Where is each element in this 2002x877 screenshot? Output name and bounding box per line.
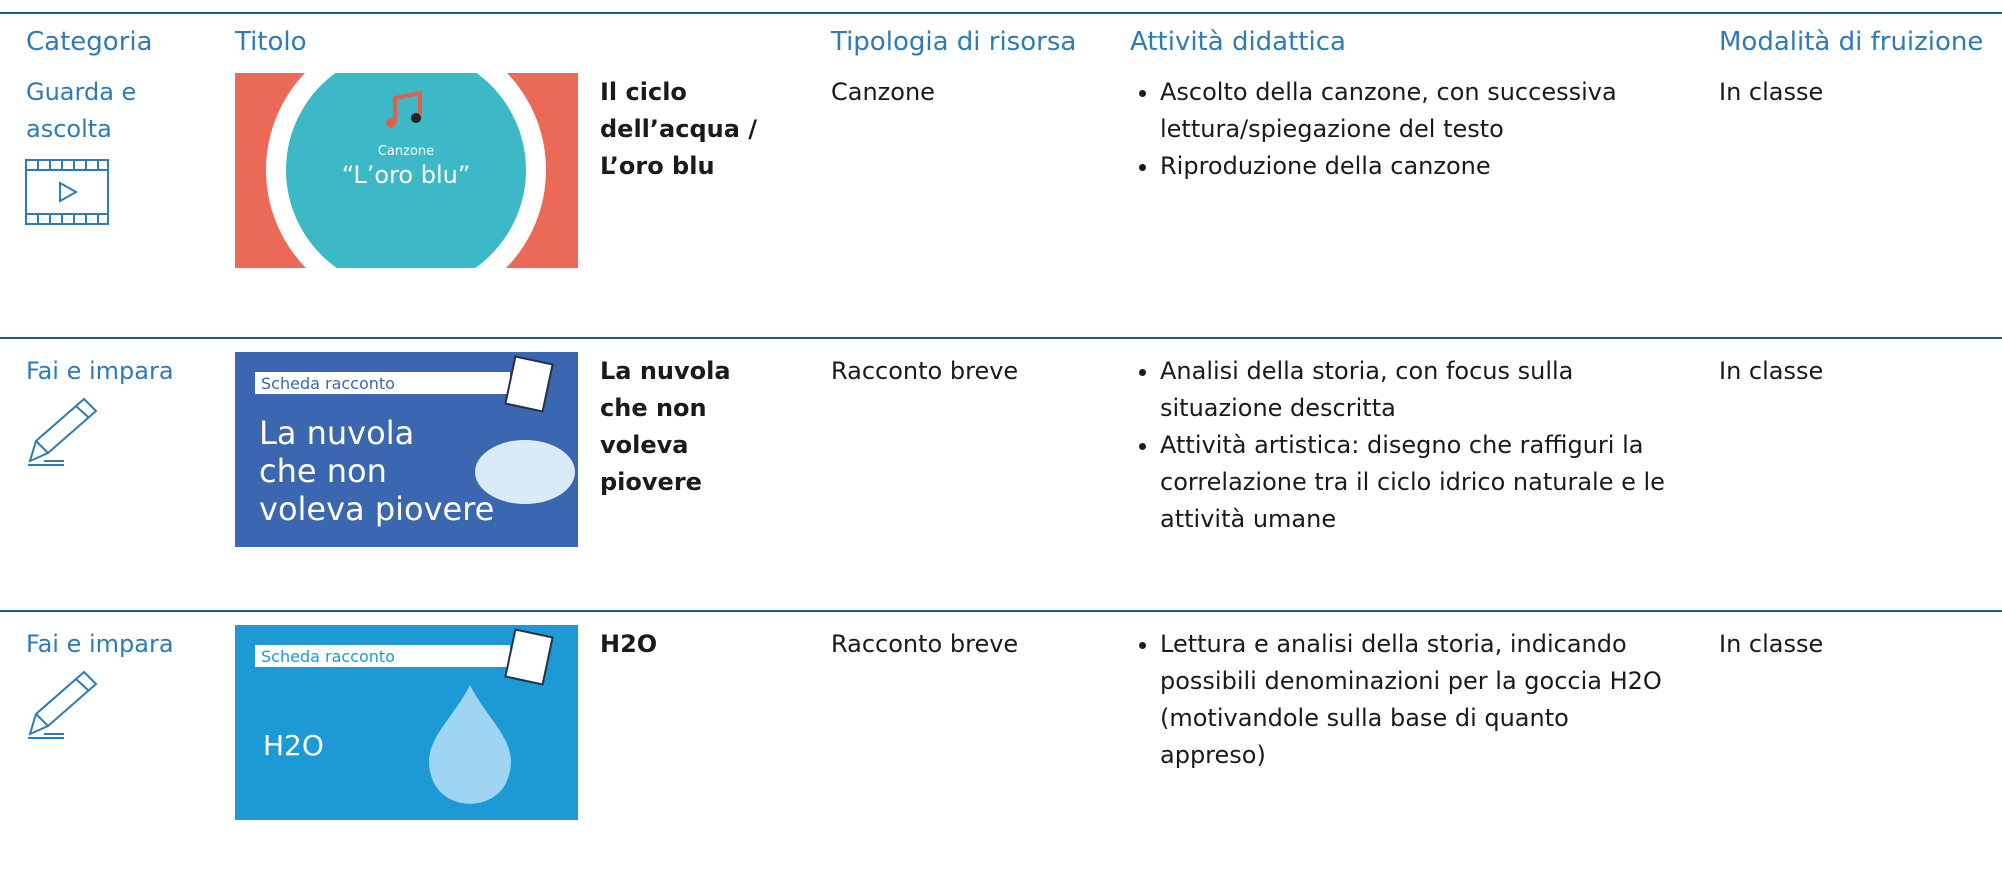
row-rule xyxy=(0,610,2002,612)
thumb-label: Scheda racconto xyxy=(261,374,395,393)
frame xyxy=(25,159,109,225)
title: La nuvola che non voleva piovere xyxy=(600,357,731,496)
doc xyxy=(504,355,554,413)
category: Fai e impara xyxy=(26,630,174,658)
activities: Analisi della storia, con focus sulla si… xyxy=(1132,353,1680,538)
activity: Ascolto della canzone, con successiva le… xyxy=(1160,74,1680,148)
category-icon xyxy=(25,159,109,225)
activity: Lettura e analisi della storia, indicand… xyxy=(1160,626,1680,774)
category-icon xyxy=(28,670,98,739)
pencil-line xyxy=(28,460,64,466)
cloud xyxy=(475,440,575,504)
category: Fai e impara xyxy=(26,357,174,385)
notes xyxy=(393,90,422,123)
thumb-text: voleva piovere xyxy=(259,490,494,528)
mode: In classe xyxy=(1719,630,1824,658)
header-rule xyxy=(0,12,2002,14)
row-rule xyxy=(0,337,2002,339)
thumb-label: Scheda racconto xyxy=(261,647,395,666)
activity: Riproduzione della canzone xyxy=(1160,148,1680,185)
column-header: Categoria xyxy=(26,27,153,57)
column-header: Attività didattica xyxy=(1130,27,1346,57)
note xyxy=(411,113,421,123)
activities: Lettura e analisi della storia, indicand… xyxy=(1132,626,1680,774)
thumb-text: “L’oro blu” xyxy=(342,161,471,189)
mode: In classe xyxy=(1719,357,1824,385)
title: H2O xyxy=(600,630,658,658)
resource-type: Racconto breve xyxy=(831,630,1019,658)
note xyxy=(386,118,396,128)
table-row: Fai e impara Scheda racconto H2O H2O Raccont… xyxy=(0,622,2002,862)
play xyxy=(59,181,79,203)
activities: Ascolto della canzone, con successiva le… xyxy=(1132,74,1680,185)
drop xyxy=(429,685,511,804)
column-header: Modalità di fruizione xyxy=(1719,27,1984,57)
thumb-label: Canzone xyxy=(378,144,434,159)
thumb-text: La nuvola xyxy=(259,414,414,452)
table-row: Fai e impara Scheda racconto La nuvola che … xyxy=(0,349,2002,589)
pencil-line xyxy=(28,733,64,739)
thumbnail: Scheda racconto H2O xyxy=(235,625,578,820)
disc xyxy=(286,73,526,268)
band xyxy=(255,645,510,667)
column-header: Titolo xyxy=(235,27,307,57)
category: Guarda e ascolta xyxy=(26,78,137,143)
pencil xyxy=(28,670,98,736)
category-icon xyxy=(28,397,98,466)
resource-type: Racconto breve xyxy=(831,357,1019,385)
thumb-text: H2O xyxy=(263,729,324,762)
activity: Analisi della storia, con focus sulla si… xyxy=(1160,353,1680,427)
title: Il ciclo dell’acqua / L’oro blu xyxy=(600,78,758,180)
doc xyxy=(504,628,554,686)
thumb-text: che non xyxy=(259,452,387,490)
table-row: Guarda e ascolta Canzone “L’oro blu” Il cic… xyxy=(0,70,2002,310)
activity: Attività artistica: disegno che raffigur… xyxy=(1160,427,1680,538)
thumbnail: Canzone “L’oro blu” xyxy=(235,73,578,268)
mode: In classe xyxy=(1719,78,1824,106)
band xyxy=(255,372,510,394)
pencil xyxy=(28,397,98,463)
resource-type: Canzone xyxy=(831,78,935,106)
column-header: Tipologia di risorsa xyxy=(831,27,1077,57)
